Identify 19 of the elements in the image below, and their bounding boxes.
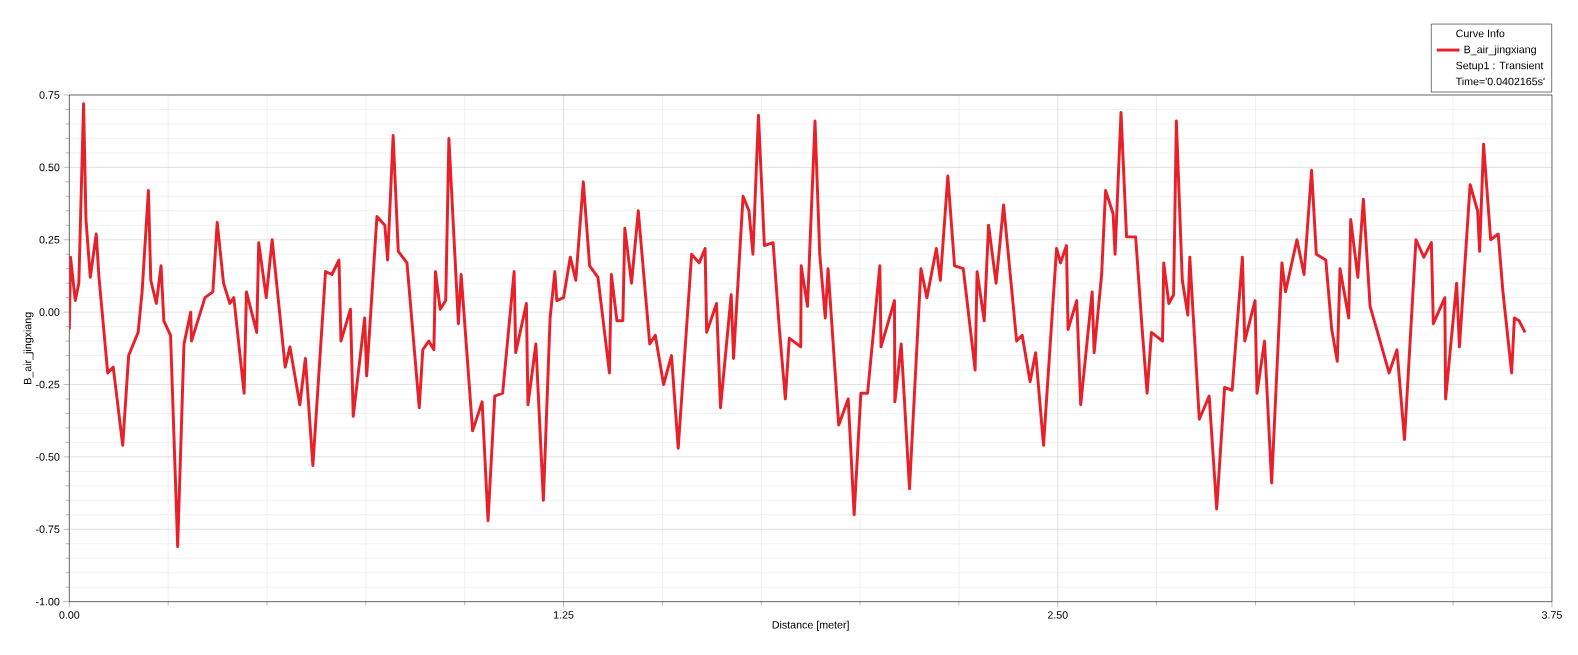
- y-tick-label: 0.75: [39, 91, 60, 99]
- text: Setup1 : Transient: [1456, 61, 1544, 72]
- y-tick-label: 0.00: [39, 308, 60, 316]
- y-tick-label: -0.50: [36, 453, 60, 461]
- y-tick-label: -0.75: [36, 525, 60, 534]
- x-tick-label: 2.50: [1047, 611, 1068, 619]
- x-tick-label: 1.25: [553, 611, 574, 619]
- y-tick-label: -1.00: [36, 597, 60, 606]
- x-axis-title: Distance [meter]: [772, 620, 849, 631]
- x-tick-label: 0.00: [59, 611, 80, 619]
- legend-label: B_air_jingxiang: [1464, 45, 1536, 56]
- y-tick-label: 0.50: [39, 163, 60, 172]
- y-tick-label: 0.25: [39, 235, 60, 244]
- legend-title: Curve Info: [1456, 29, 1505, 38]
- line-series: [69, 102, 1527, 549]
- y-axis-title: B_air_jingxiang: [23, 312, 34, 384]
- text: Time='0.0402165s': [1455, 77, 1545, 86]
- x-tick-label: 3.75: [1541, 611, 1562, 619]
- y-tick-label: -0.25: [36, 380, 60, 389]
